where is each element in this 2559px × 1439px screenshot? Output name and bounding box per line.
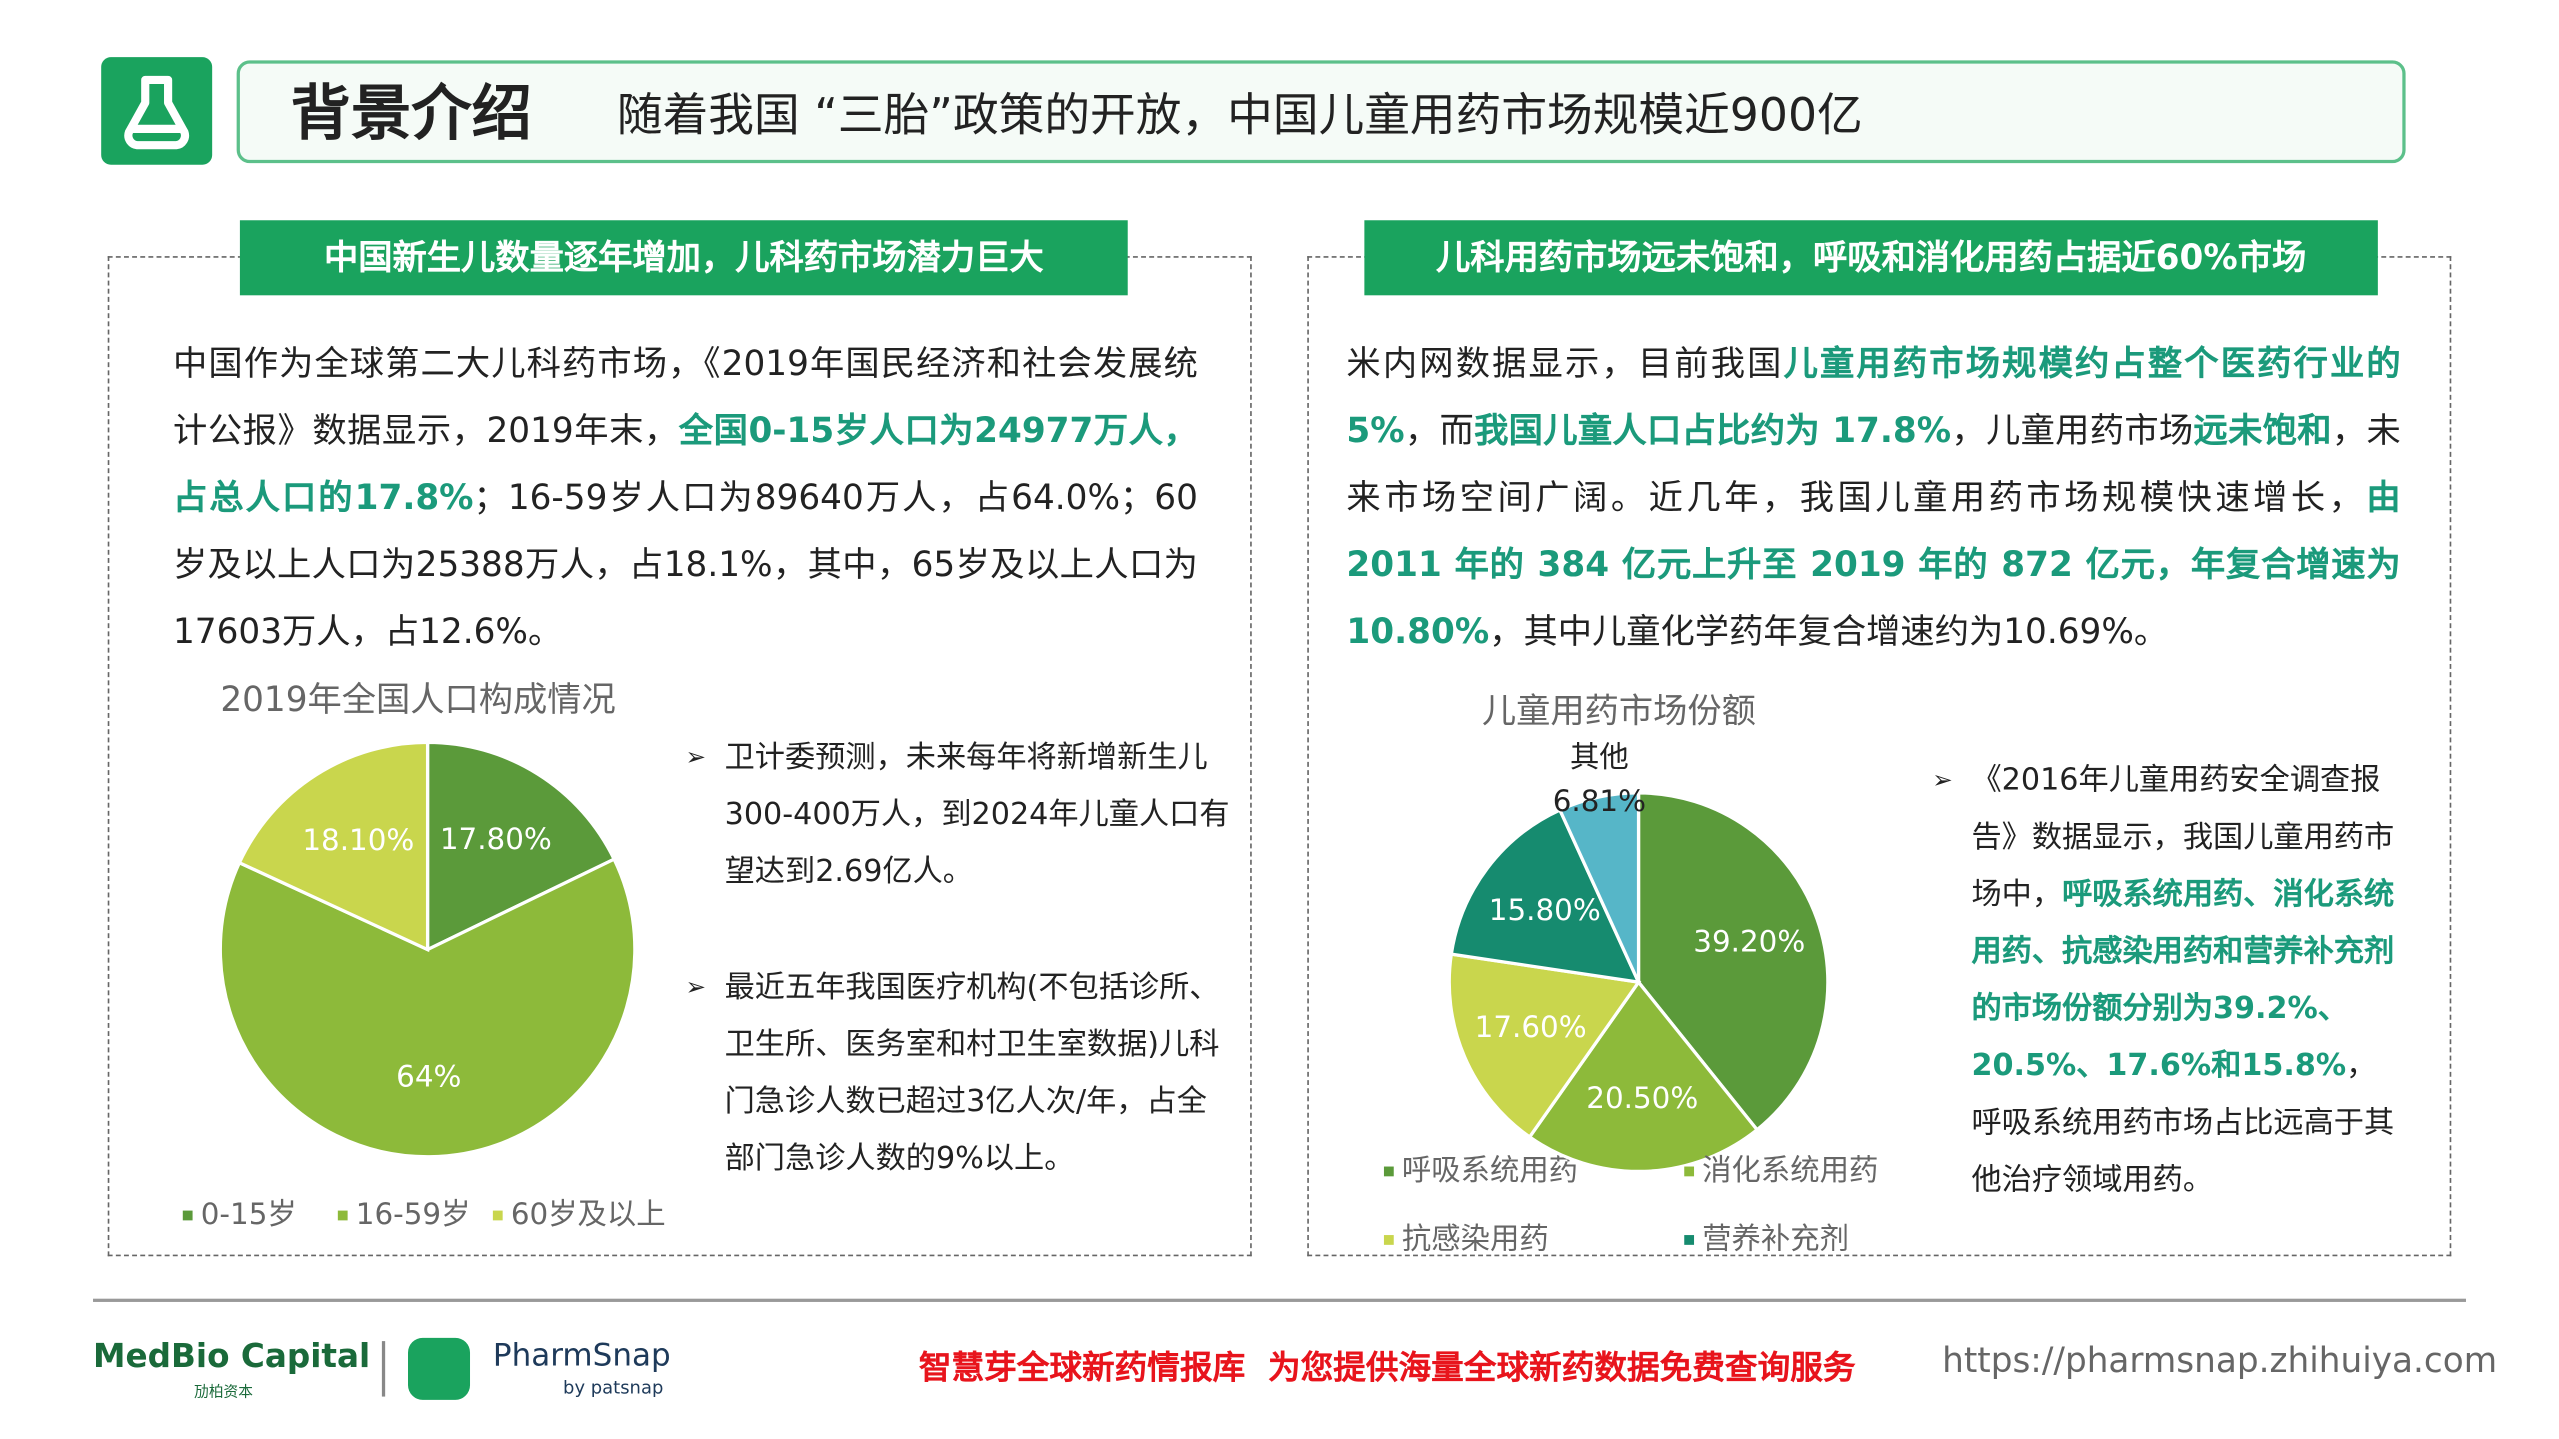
legend-swatch	[182, 1210, 193, 1221]
chart-title: 2019年全国人口构成情况	[220, 680, 615, 720]
url: https://pharmsnap.zhihuiya.com	[1942, 1341, 2498, 1381]
legend-label: 呼吸系统用药	[1402, 1153, 1578, 1187]
left-note: ➢ 卫计委预测，未来每年将新增新生儿300-400万人，到2024年儿童人口有望达…	[685, 729, 1234, 900]
title: 背景介绍	[290, 78, 533, 149]
left-paragraph: 中国作为全球第二大儿科药市场，《2019年国民经济和社会发展统计公报》数据显示，…	[173, 331, 1198, 665]
footer-divider	[381, 1341, 385, 1397]
emphasis-text: 我国儿童人口占比约为 17.8%	[1474, 411, 1952, 451]
text: ，未来市场空间广阔。近几年，我国儿童用药市场规模快速增长，	[1346, 411, 2401, 518]
right-note: ➢ 《2016年儿童用药安全调查报告》数据显示，我国儿童用药市场中，呼吸系统用药、…	[1932, 752, 2405, 1209]
legend-swatch	[1383, 1235, 1394, 1245]
text: ，其中儿童化学药年复合增速约为10.69%。	[1489, 611, 2169, 651]
text: ，儿童用药市场	[1951, 411, 2194, 451]
bullet: ➢	[1932, 765, 1953, 795]
left-note: ➢ 最近五年我国医疗机构(不包括诊所、卫生所、医务室和村卫生室数据)儿科门急诊人数…	[685, 959, 1234, 1187]
slice-category-label: 其他	[1570, 740, 1629, 774]
slice-value-label: 20.50%	[1586, 1081, 1698, 1115]
legend-swatch	[1684, 1235, 1695, 1245]
pie-slice	[1557, 791, 1641, 983]
icon	[101, 57, 213, 165]
pie-slice	[1449, 807, 1642, 985]
emphasis-text: 远未饱和	[2193, 411, 2332, 451]
emphasis-text: 全国0-15岁人口为24977万人，占总人口的17.8%	[172, 411, 1198, 518]
legend-swatch	[492, 1210, 503, 1221]
slice-value-label: 64%	[396, 1060, 461, 1094]
pie-slice	[1447, 952, 1642, 1140]
legend-label: 0-15岁	[201, 1197, 297, 1231]
text: ，呼吸系统用药市场占比远高于其他治疗领域用药。	[1971, 1049, 2395, 1198]
slice-value-label: 6.81%	[1553, 784, 1646, 818]
right-paragraph: 米内网数据显示，目前我国儿童用药市场规模约占整个医药行业的 5%，而我国儿童人口…	[1346, 331, 2400, 665]
legend-label: 16-59岁	[356, 1197, 471, 1231]
text: 中国作为全球第二大儿科药市场，《2019年国民经济和社会发展统计公报》数据显示，…	[172, 344, 1198, 451]
header-box	[236, 60, 2406, 164]
slice-value-label: 15.80%	[1489, 893, 1601, 927]
legend-label: 消化系统用药	[1702, 1153, 1878, 1187]
bullet: ➢	[685, 972, 706, 1002]
pie-slice	[1636, 791, 1830, 1133]
slice-value-label: 18.10%	[302, 823, 414, 857]
bullet: ➢	[685, 742, 706, 772]
text: ，而	[1404, 411, 1475, 451]
pie-slice	[1527, 979, 1760, 1173]
legend-swatch	[1684, 1166, 1695, 1177]
legend-label: 60岁及以上	[511, 1197, 666, 1231]
brand: MedBio Capital	[93, 1336, 371, 1376]
legend-label: 抗感染用药	[1402, 1221, 1549, 1255]
emphasis-text: 由 2011 年的 384 亿元上升至 2019 年的 872 亿元，年复合增速…	[1346, 478, 2401, 651]
slice-value-label: 17.80%	[440, 822, 552, 856]
emphasis-text: 呼吸系统用药、消化系统用药、抗感染用药和营养补充剂的市场份额分别为39.2%、2…	[1971, 877, 2395, 1084]
text: 卫计委预测，未来每年将新增新生儿300-400万人，到2024年儿童人口有望达到…	[724, 740, 1230, 890]
text: 《2016年儿童用药安全调查报告》数据显示，我国儿童用药市场中，	[1971, 763, 2395, 913]
product: PharmSnap	[492, 1337, 671, 1374]
pie-slice	[218, 857, 637, 1159]
slice-value-label: 17.60%	[1475, 1010, 1587, 1044]
legend-label: 营养补充剂	[1702, 1221, 1849, 1255]
product-logo	[408, 1337, 471, 1400]
emphasis-text: 儿童用药市场规模约占整个医药行业的 5%	[1346, 344, 2401, 451]
text: 最近五年我国医疗机构(不包括诊所、卫生所、医务室和村卫生室数据)儿科门急诊人数已…	[724, 970, 1220, 1177]
flask-icon	[124, 75, 190, 150]
footer-rule	[93, 1298, 2466, 1302]
product-sub: by patsnap	[563, 1377, 664, 1399]
right-heading: 儿科用药市场远未饱和，呼吸和消化用药占据近60%市场	[1364, 220, 2378, 296]
text: ；16-59岁人口为89640万人，占64.0%；60岁及以上人口为25388万…	[172, 478, 1198, 651]
slogan: 智慧芽全球新药情报库 为您提供海量全球新药数据免费查询服务	[918, 1347, 1856, 1387]
chart-title: 儿童用药市场份额	[1482, 691, 1756, 731]
legend-swatch	[1383, 1166, 1394, 1177]
text: 米内网数据显示，目前我国	[1346, 344, 1784, 384]
pie-slice	[237, 740, 430, 953]
legend-swatch	[337, 1210, 348, 1221]
slice-value-label: 39.20%	[1693, 925, 1805, 959]
pie-slice	[425, 740, 617, 953]
brand-sub: 劢柏资本	[194, 1385, 253, 1402]
subtitle: 随着我国 “三胎”政策的开放，中国儿童用药市场规模近900亿	[616, 88, 1863, 142]
left-heading: 中国新生儿数量逐年增加，儿科药市场潜力巨大	[239, 220, 1128, 296]
